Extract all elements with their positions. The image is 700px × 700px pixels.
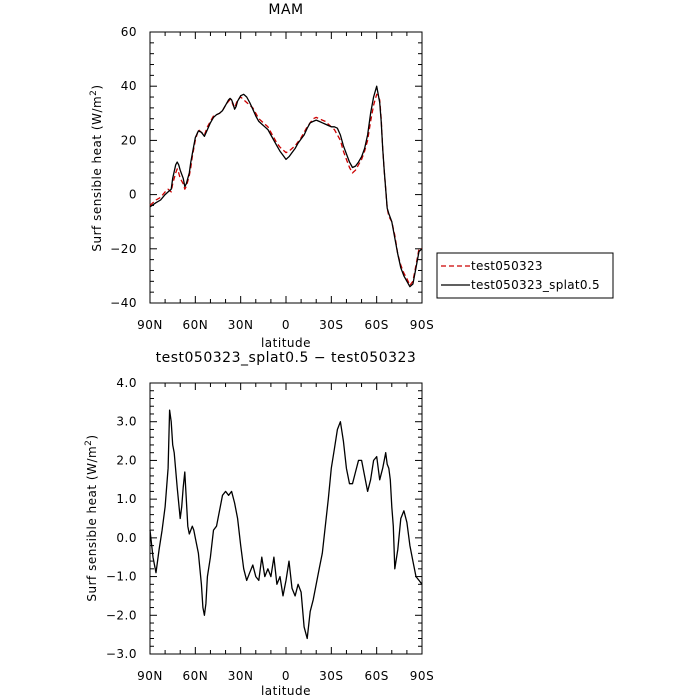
top-y-tick-label: −20 [110, 242, 137, 256]
bottom-y-tick-label: −1.0 [106, 570, 137, 584]
top-chart-title: MAM [268, 2, 303, 18]
legend-box [436, 252, 614, 299]
bottom-chart-x-axis-label: latitude [261, 684, 311, 698]
bottom-x-tick-label: 30N [228, 669, 254, 683]
bottom-x-tick-label: 90N [137, 669, 163, 683]
top-x-tick-label: 60S [364, 318, 388, 332]
bottom-y-tick-label: 1.0 [116, 492, 137, 506]
bottom-chart-y-axis-label: Surf sensible heat (W/m2) [84, 434, 99, 601]
top-chart-y-axis-label: Surf sensible heat (W/m2) [89, 84, 104, 251]
top-chart-legend: test050323 test050323_splat0.5 [436, 252, 614, 299]
bottom-y-tick-label: −2.0 [106, 608, 137, 622]
top-y-tick-label: 0 [129, 188, 137, 202]
bottom-x-tick-label: 60S [364, 669, 388, 683]
bottom-y-tick-label: 0.0 [116, 531, 137, 545]
top-y-tick-label: 60 [121, 25, 137, 39]
bottom-x-tick-label: 30S [319, 669, 343, 683]
top-x-tick-label: 60N [182, 318, 208, 332]
top-x-tick-label: 0 [282, 318, 290, 332]
top-x-tick-label: 30N [228, 318, 254, 332]
bottom-chart-title: test050323_splat0.5 − test050323 [156, 350, 417, 366]
top-chart-panel: MAM 90N 60N 30N 0 30S 60S 90S −40 −20 0 20 40 60 lat… [89, 2, 614, 350]
bottom-y-tick-label: −3.0 [106, 647, 137, 661]
top-series-line-test050323-splat0-5 [149, 85, 423, 288]
top-y-tick-label: −40 [110, 296, 137, 310]
bottom-chart-series [149, 409, 423, 640]
top-y-tick-label: 40 [121, 79, 137, 93]
top-y-tick-label: 20 [121, 133, 137, 147]
top-x-tick-label: 90S [410, 318, 434, 332]
legend-label-test050323: test050323 [471, 259, 543, 273]
bottom-x-tick-label: 60N [182, 669, 208, 683]
bottom-y-tick-label: 4.0 [116, 376, 137, 390]
top-chart-x-axis-label: latitude [261, 336, 311, 350]
bottom-y-tick-label: 2.0 [116, 453, 137, 467]
bottom-series-line-difference [149, 409, 423, 640]
bottom-x-tick-label: 90S [410, 669, 434, 683]
top-x-tick-label: 90N [137, 318, 163, 332]
bottom-x-tick-label: 0 [282, 669, 290, 683]
bottom-chart-panel: test050323_splat0.5 − test050323 90N 60N 3… [84, 350, 434, 698]
bottom-chart-ticks: 90N 60N 30N 0 30S 60S 90S −3.0 −2.0 −1.0 0.0 1.0 2.0… [106, 376, 434, 683]
bottom-chart-plot-frame [149, 382, 423, 655]
legend-label-test050323-splat0-5: test050323_splat0.5 [471, 278, 600, 292]
top-x-tick-label: 30S [319, 318, 343, 332]
bottom-y-tick-label: 3.0 [116, 415, 137, 429]
top-chart-ticks: 90N 60N 30N 0 30S 60S 90S −40 −20 0 20 40 60 [110, 25, 434, 332]
top-chart-series [149, 85, 423, 288]
